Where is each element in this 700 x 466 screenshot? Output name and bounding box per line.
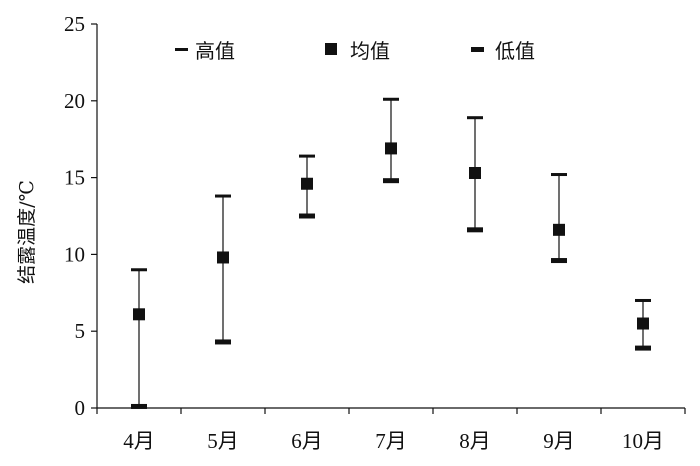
y-axis-label: 结露温度/℃ — [16, 180, 38, 284]
high-cap — [299, 154, 315, 158]
y-tick-label: 20 — [64, 89, 85, 113]
mean-marker — [385, 142, 397, 155]
high-cap — [383, 97, 399, 101]
legend-swatch-low — [471, 47, 484, 52]
low-cap — [383, 178, 399, 184]
y-tick-label: 10 — [64, 242, 85, 266]
legend-label-high: 高值 — [195, 39, 235, 63]
high-cap — [635, 298, 651, 302]
high-cap — [551, 173, 567, 177]
x-tick-label: 8月 — [459, 429, 491, 453]
low-cap — [467, 227, 483, 233]
high-cap — [467, 116, 483, 120]
legend: 高值 均值 低值 — [175, 39, 535, 63]
mean-marker — [553, 223, 565, 236]
data-marks — [131, 97, 651, 409]
axes: 0 5 10 15 20 25 4月 5月 6月 7月 8月 9月 10月 — [64, 12, 686, 453]
x-tick-label: 4月 — [123, 429, 155, 453]
legend-label-low: 低值 — [495, 39, 535, 63]
x-tick-label: 9月 — [543, 429, 575, 453]
mean-marker — [217, 251, 229, 264]
x-tick-label: 10月 — [622, 429, 664, 453]
y-tick-label: 25 — [64, 12, 85, 36]
low-cap — [551, 258, 567, 264]
high-cap — [131, 268, 147, 272]
x-tick-label: 6月 — [291, 429, 323, 453]
low-cap — [635, 345, 651, 351]
high-cap — [215, 194, 231, 198]
legend-swatch-mean — [325, 43, 337, 55]
mean-marker — [133, 308, 145, 321]
mean-marker — [637, 317, 649, 330]
x-tick-label: 5月 — [207, 429, 239, 453]
y-tick-label: 0 — [75, 396, 86, 420]
mean-marker — [469, 166, 481, 179]
mean-marker — [301, 177, 313, 190]
low-cap — [215, 339, 231, 345]
low-cap — [131, 403, 147, 409]
x-tick-label: 7月 — [375, 429, 407, 453]
y-tick-label: 15 — [64, 166, 85, 190]
legend-label-mean: 均值 — [350, 39, 390, 63]
legend-swatch-high — [175, 48, 188, 51]
y-tick-label: 5 — [75, 319, 86, 343]
low-cap — [299, 213, 315, 219]
